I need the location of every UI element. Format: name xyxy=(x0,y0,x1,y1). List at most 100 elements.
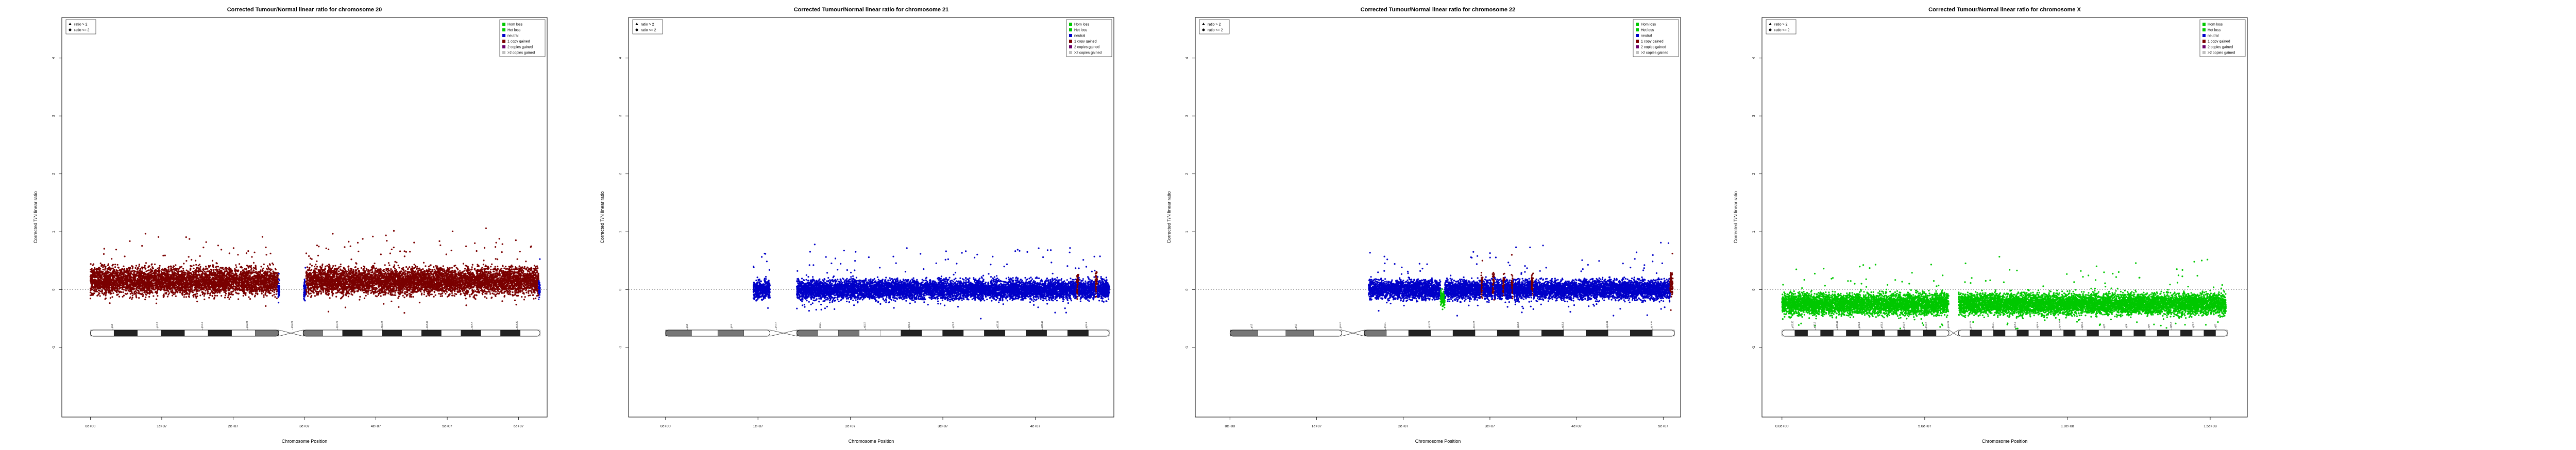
data-point xyxy=(201,291,203,293)
data-point xyxy=(145,294,147,296)
data-point xyxy=(108,267,109,269)
data-point xyxy=(221,295,222,297)
data-point xyxy=(176,268,178,269)
x-axis-label: Chromosome Position xyxy=(282,439,328,444)
data-point xyxy=(217,245,219,246)
plot-frame xyxy=(62,18,547,417)
data-point xyxy=(223,269,224,270)
data-point xyxy=(154,264,156,265)
data-point xyxy=(120,272,121,273)
data-point xyxy=(133,271,135,272)
data-point xyxy=(219,292,221,293)
data-point xyxy=(187,287,188,288)
data-point xyxy=(145,262,147,264)
data-point xyxy=(105,295,107,296)
data-point xyxy=(208,297,210,299)
data-point xyxy=(90,278,92,279)
data-point xyxy=(172,290,173,291)
data-point xyxy=(190,287,191,289)
data-point xyxy=(185,296,187,298)
data-point xyxy=(249,298,251,300)
data-point xyxy=(255,295,256,296)
data-point xyxy=(245,292,247,293)
data-point xyxy=(157,295,158,297)
data-point xyxy=(232,272,234,274)
data-point xyxy=(276,291,278,292)
data-point xyxy=(214,295,216,297)
data-point xyxy=(261,293,263,295)
data-point xyxy=(162,255,164,256)
data-point xyxy=(251,256,252,257)
data-point xyxy=(139,264,140,265)
data-point xyxy=(173,266,175,267)
data-point xyxy=(130,297,131,298)
data-point xyxy=(185,293,187,295)
data-point xyxy=(148,296,150,298)
data-point xyxy=(134,267,136,269)
data-point xyxy=(90,263,92,265)
data-point xyxy=(200,266,201,268)
data-point xyxy=(248,287,250,288)
data-point xyxy=(111,258,112,259)
data-point xyxy=(241,271,242,272)
data-point xyxy=(90,295,91,296)
data-point xyxy=(229,289,230,291)
y-tick-label: 2 xyxy=(52,173,56,175)
data-point xyxy=(255,265,257,266)
data-point xyxy=(219,267,221,269)
data-point xyxy=(109,302,111,304)
data-point xyxy=(205,266,207,267)
data-point xyxy=(157,268,158,269)
data-point xyxy=(186,270,188,271)
data-points xyxy=(90,228,541,314)
x-tick-label: 3e+07 xyxy=(299,425,310,428)
data-point xyxy=(205,288,207,289)
data-point xyxy=(227,297,229,298)
data-point xyxy=(105,267,106,269)
data-point xyxy=(191,265,193,267)
data-point xyxy=(156,303,157,304)
data-point xyxy=(132,284,133,286)
y-tick-label: 4 xyxy=(52,57,56,59)
data-point xyxy=(173,269,174,270)
data-point xyxy=(211,291,212,292)
data-point xyxy=(138,291,140,292)
data-point xyxy=(104,269,106,271)
data-point xyxy=(110,297,111,299)
data-point xyxy=(175,268,176,269)
x-tick-label: 0e+00 xyxy=(86,425,96,428)
data-point xyxy=(244,270,245,272)
data-point xyxy=(155,291,156,293)
x-tick-label: 5e+07 xyxy=(442,425,452,428)
data-point xyxy=(101,289,103,291)
data-point xyxy=(215,269,217,270)
data-point xyxy=(151,266,153,268)
data-point xyxy=(127,292,128,294)
data-point xyxy=(175,296,177,297)
data-point xyxy=(125,290,126,291)
data-point xyxy=(175,264,176,266)
data-point xyxy=(269,263,270,265)
data-point xyxy=(196,293,198,295)
data-point xyxy=(149,271,151,273)
data-point xyxy=(189,292,190,294)
data-point xyxy=(189,294,190,296)
data-point xyxy=(257,293,258,295)
data-point xyxy=(99,295,101,297)
data-point xyxy=(158,278,159,279)
data-point xyxy=(251,293,253,295)
data-point xyxy=(267,272,268,273)
data-point xyxy=(193,268,195,269)
data-point xyxy=(145,233,146,234)
data-point xyxy=(194,290,195,291)
data-point xyxy=(272,275,273,276)
data-point xyxy=(228,292,230,293)
data-point xyxy=(118,283,120,285)
data-point xyxy=(235,266,237,268)
data-point xyxy=(206,268,208,270)
data-point xyxy=(268,291,270,293)
data-point xyxy=(198,265,199,266)
data-point xyxy=(122,296,124,298)
data-point xyxy=(263,295,264,296)
data-point xyxy=(167,296,168,297)
